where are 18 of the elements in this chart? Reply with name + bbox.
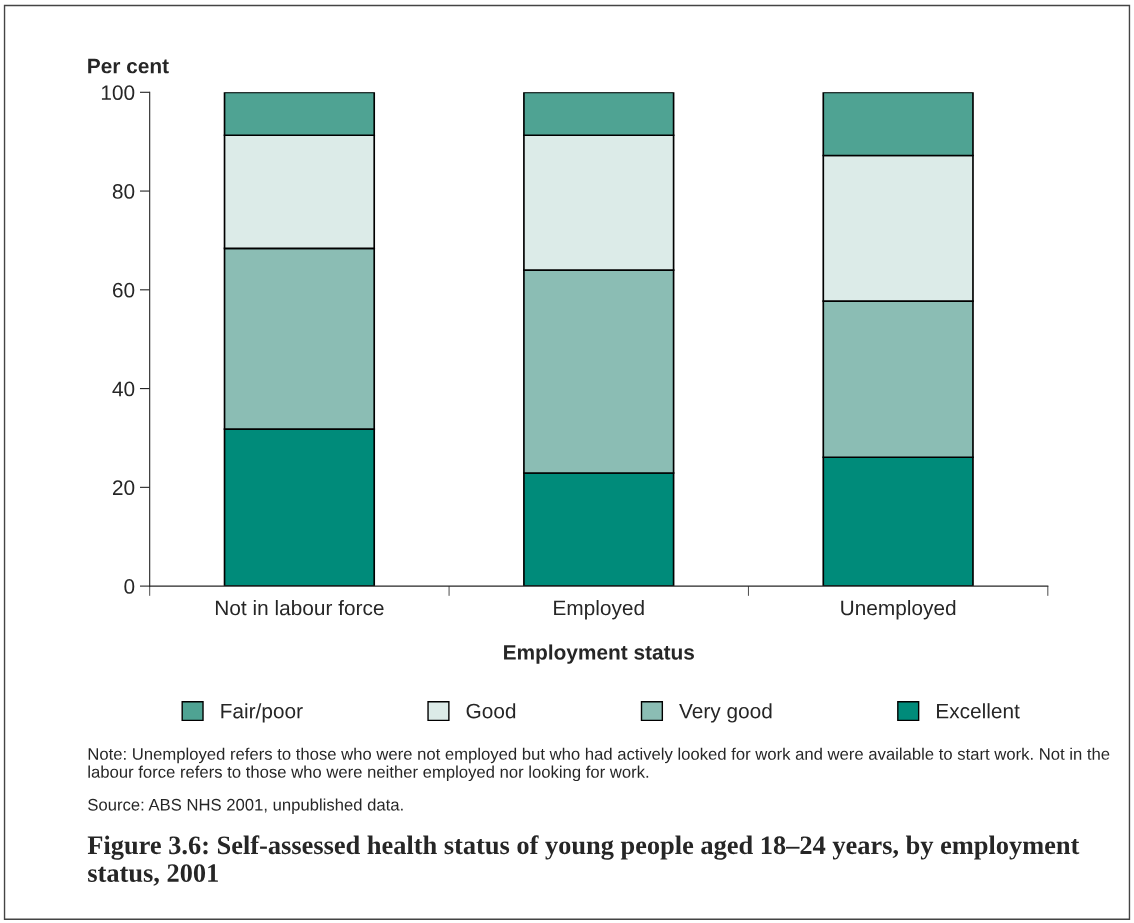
y-tick-label: 60 [112, 282, 135, 298]
legend-label: Good [466, 703, 516, 719]
x-tick-label: Employed [554, 599, 644, 620]
y-tick-label: 20 [112, 480, 135, 496]
text: Note: Unemployed refers to those who were not employed but who had actively looked for work and were available to start work. Not in the labour force refers to those who were neither employed nor looking for work. [88, 747, 1110, 782]
x-tick-label: Unemployed [841, 599, 956, 620]
x-tick-label: Not in labour force [215, 599, 384, 616]
source-note: Source: ABS NHS 2001, unpublished data. [88, 798, 403, 814]
y-axis-title: Per cent [88, 58, 169, 74]
y-tick-label: 100 [101, 85, 135, 101]
y-tick-label: 40 [112, 381, 135, 397]
legend-label: Fair/poor [221, 703, 303, 723]
text: Figure 3.6: Self-assessed health status of young people aged 18–24 years, by employment status, 2001 [87, 835, 1080, 886]
legend-label: Excellent [937, 703, 1020, 719]
x-axis-title: Employment status [504, 644, 694, 664]
legend-label: Very good [679, 703, 772, 723]
y-tick-label: 80 [112, 184, 135, 199]
y-tick-label: 0 [124, 579, 135, 594]
